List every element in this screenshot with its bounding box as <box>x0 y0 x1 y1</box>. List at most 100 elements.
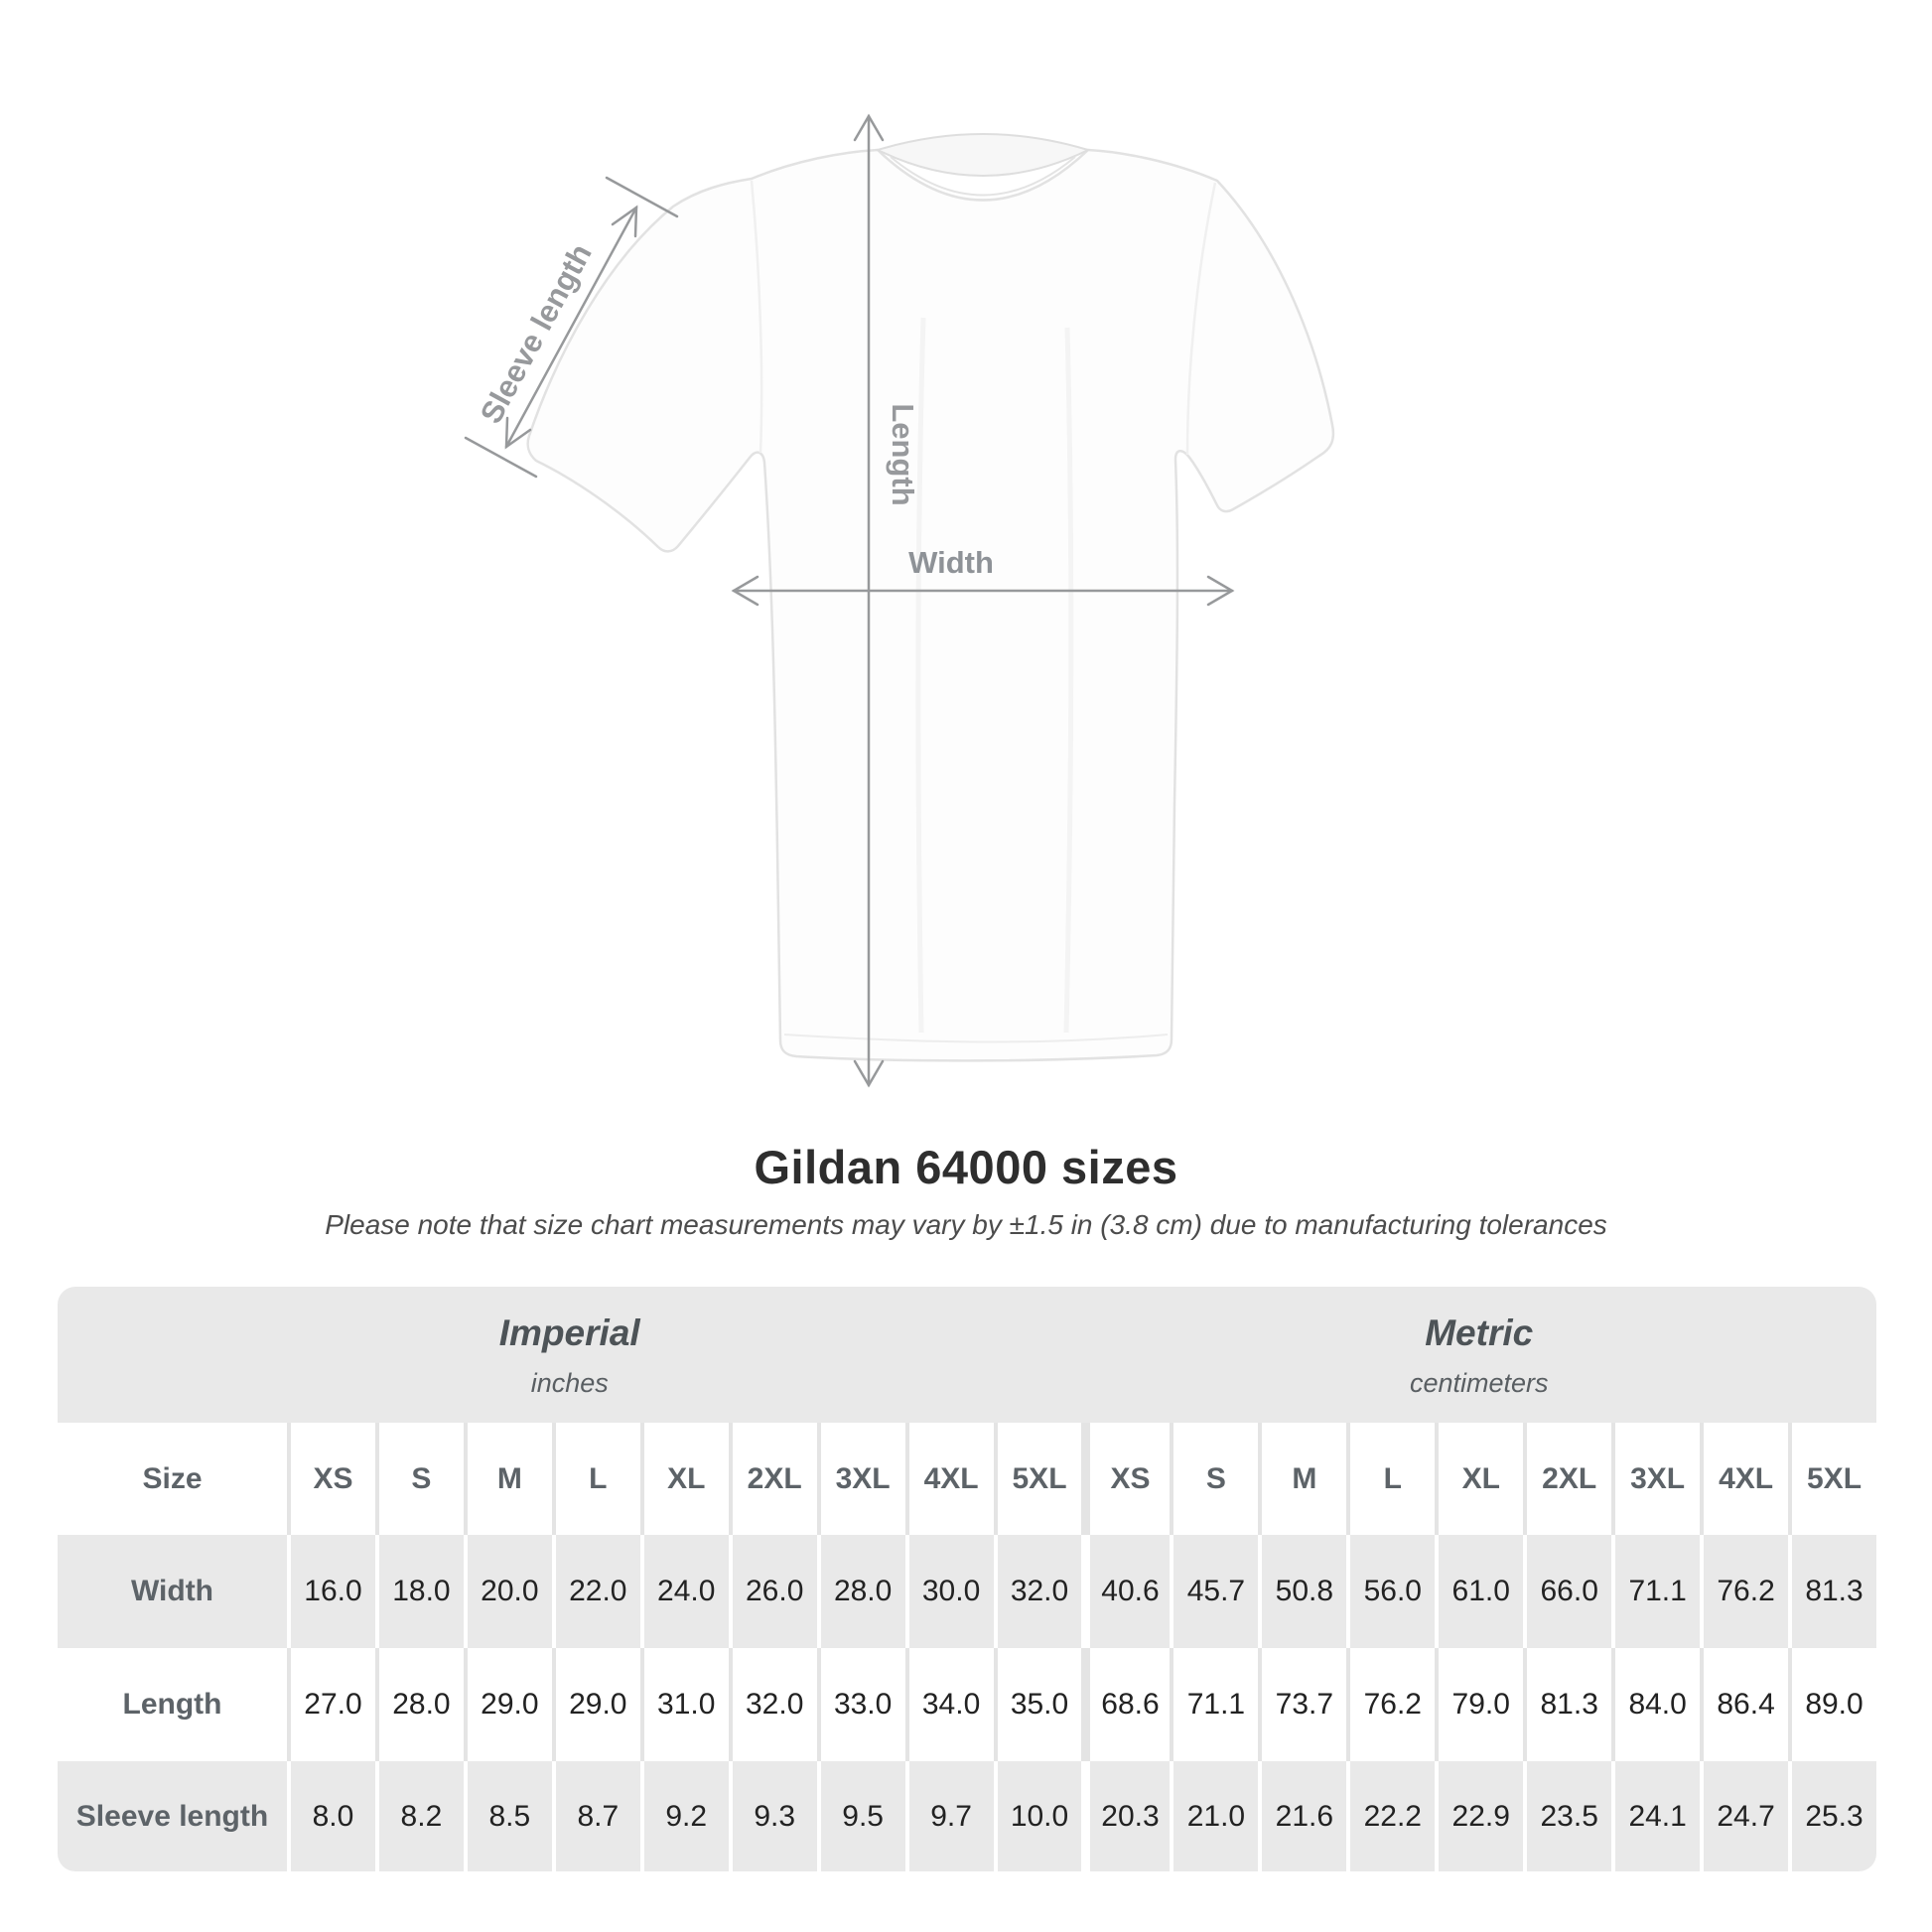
width-metric-2xl: 66.0 <box>1523 1535 1612 1648</box>
metric-unit: centimeters <box>1409 1368 1549 1398</box>
sleeve-metric-l: 22.2 <box>1346 1761 1436 1871</box>
tshirt-fold <box>1063 327 1074 1034</box>
length-metric-xl: 79.0 <box>1435 1648 1523 1761</box>
page-title: Gildan 64000 sizes <box>754 1141 1178 1193</box>
size-column-header: Size <box>142 1461 203 1495</box>
tshirt-measurement-diagram: Sleeve length Length Width <box>464 113 1335 1088</box>
size-header-imperial-5xl: 5XL <box>993 1423 1082 1535</box>
size-header-imperial-2xl: 2XL <box>728 1423 817 1535</box>
size-header-metric-l: L <box>1346 1423 1435 1535</box>
width-metric-xs: 40.6 <box>1081 1535 1171 1648</box>
metric-title: Metric <box>1425 1312 1534 1353</box>
size-table: Imperial inches Metric centimeters Size … <box>58 1287 1876 1871</box>
size-header-metric-s: S <box>1170 1423 1258 1535</box>
size-header-imperial-s: S <box>374 1423 464 1535</box>
sleeve-imperial-l: 8.7 <box>551 1761 640 1871</box>
imperial-unit: inches <box>530 1368 609 1398</box>
length-metric-2xl: 81.3 <box>1523 1648 1611 1761</box>
sleeve-dimension-arrow <box>464 176 679 479</box>
sleeve-metric-2xl: 23.5 <box>1523 1761 1612 1871</box>
sleeve-imperial-xs: 8.0 <box>287 1761 375 1871</box>
length-metric-5xl: 89.0 <box>1788 1648 1876 1761</box>
length-imperial-4xl: 34.0 <box>904 1648 994 1761</box>
length-imperial-xl: 31.0 <box>639 1648 729 1761</box>
length-imperial-m: 29.0 <box>463 1648 552 1761</box>
width-imperial-s: 18.0 <box>374 1535 464 1648</box>
size-header-metric-5xl: 5XL <box>1788 1423 1876 1535</box>
size-header-metric-3xl: 3XL <box>1611 1423 1700 1535</box>
width-metric-m: 50.8 <box>1258 1535 1347 1648</box>
length-imperial-l: 29.0 <box>551 1648 640 1761</box>
length-metric-l: 76.2 <box>1346 1648 1435 1761</box>
width-imperial-xs: 16.0 <box>287 1535 375 1648</box>
length-label: Length <box>886 403 920 505</box>
imperial-section-header: Imperial inches <box>58 1287 1082 1423</box>
sleeve-metric-xl: 22.9 <box>1435 1761 1524 1871</box>
length-imperial-xs: 27.0 <box>287 1648 375 1761</box>
length-metric-m: 73.7 <box>1258 1648 1346 1761</box>
size-header-metric-4xl: 4XL <box>1700 1423 1788 1535</box>
width-imperial-4xl: 30.0 <box>904 1535 994 1648</box>
sleeve-metric-xs: 20.3 <box>1081 1761 1171 1871</box>
size-header-imperial-m: M <box>463 1423 552 1535</box>
size-header-metric-m: M <box>1258 1423 1346 1535</box>
sleeve-imperial-2xl: 9.3 <box>728 1761 817 1871</box>
size-header-imperial-l: L <box>551 1423 640 1535</box>
length-metric-3xl: 84.0 <box>1611 1648 1700 1761</box>
row-label-length: Length <box>122 1688 222 1721</box>
sleeve-imperial-xl: 9.2 <box>639 1761 729 1871</box>
tshirt-hem-stitch <box>783 1034 1169 1043</box>
width-metric-4xl: 76.2 <box>1700 1535 1789 1648</box>
tshirt-collar-rib <box>890 156 1076 197</box>
tshirt-fold <box>915 317 926 1034</box>
row-label-sleeve-length: Sleeve length <box>58 1761 287 1871</box>
width-imperial-3xl: 28.0 <box>816 1535 905 1648</box>
sleeve-metric-s: 21.0 <box>1170 1761 1259 1871</box>
width-metric-3xl: 71.1 <box>1611 1535 1701 1648</box>
sleeve-imperial-5xl: 10.0 <box>993 1761 1082 1871</box>
sleeve-metric-5xl: 25.3 <box>1788 1761 1876 1871</box>
size-header-imperial-3xl: 3XL <box>816 1423 905 1535</box>
width-metric-xl: 61.0 <box>1435 1535 1524 1648</box>
length-imperial-2xl: 32.0 <box>728 1648 817 1761</box>
sleeve-imperial-4xl: 9.7 <box>904 1761 994 1871</box>
tshirt-right-sleeve-seam <box>1185 182 1217 456</box>
size-header-metric-xl: XL <box>1435 1423 1523 1535</box>
width-imperial-xl: 24.0 <box>639 1535 729 1648</box>
tshirt-left-sleeve-seam <box>750 180 763 454</box>
metric-section-header: Metric centimeters <box>1081 1287 1876 1423</box>
size-header-metric-xs: XS <box>1081 1423 1170 1535</box>
length-metric-xs: 68.6 <box>1081 1648 1170 1761</box>
sleeve-imperial-3xl: 9.5 <box>816 1761 905 1871</box>
size-header-imperial-4xl: 4XL <box>904 1423 994 1535</box>
width-imperial-m: 20.0 <box>463 1535 552 1648</box>
width-imperial-5xl: 32.0 <box>993 1535 1082 1648</box>
sleeve-metric-m: 21.6 <box>1258 1761 1347 1871</box>
size-header-imperial-xl: XL <box>639 1423 729 1535</box>
width-metric-l: 56.0 <box>1346 1535 1436 1648</box>
width-metric-s: 45.7 <box>1170 1535 1259 1648</box>
width-metric-5xl: 81.3 <box>1788 1535 1876 1648</box>
sleeve-imperial-s: 8.2 <box>374 1761 464 1871</box>
length-imperial-s: 28.0 <box>374 1648 464 1761</box>
imperial-title: Imperial <box>498 1312 640 1353</box>
sleeve-imperial-m: 8.5 <box>463 1761 552 1871</box>
width-dimension-arrow <box>731 575 1235 607</box>
length-imperial-3xl: 33.0 <box>816 1648 905 1761</box>
sleeve-metric-4xl: 24.7 <box>1700 1761 1789 1871</box>
size-header-metric-2xl: 2XL <box>1523 1423 1611 1535</box>
length-imperial-5xl: 35.0 <box>993 1648 1082 1761</box>
tshirt-collar-back <box>875 133 1091 177</box>
width-imperial-l: 22.0 <box>551 1535 640 1648</box>
row-label-width: Width <box>58 1535 287 1648</box>
size-header-imperial-xs: XS <box>287 1423 375 1535</box>
width-imperial-2xl: 26.0 <box>728 1535 817 1648</box>
length-metric-4xl: 86.4 <box>1700 1648 1788 1761</box>
length-metric-s: 71.1 <box>1170 1648 1258 1761</box>
tshirt-body <box>526 148 1335 1062</box>
width-label: Width <box>908 545 994 580</box>
tolerance-note: Please note that size chart measurements… <box>325 1209 1607 1240</box>
length-dimension-arrow <box>853 113 885 1088</box>
sleeve-metric-3xl: 24.1 <box>1611 1761 1701 1871</box>
